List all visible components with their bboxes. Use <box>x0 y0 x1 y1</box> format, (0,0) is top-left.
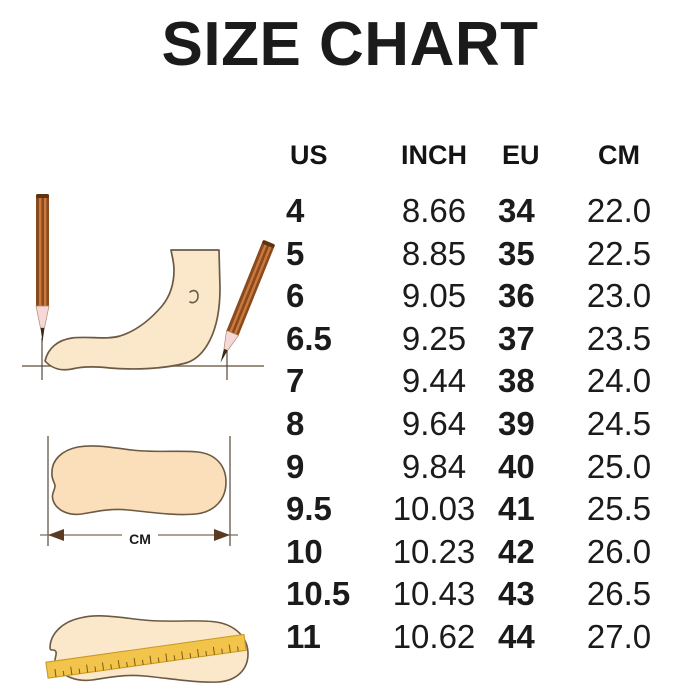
cell-inch: 9.64 <box>401 404 467 442</box>
table-row: 7 9.44 38 24.0 <box>286 364 666 407</box>
pencil-left-wood-cone <box>35 305 50 329</box>
cell-inch: 10.03 <box>392 490 476 528</box>
pencil-left-barrel <box>36 196 49 306</box>
column-header-eu: EU <box>502 140 540 170</box>
foot-side-profile-shape <box>44 249 221 371</box>
cell-eu: 36 <box>498 277 535 315</box>
table-body: 4 8.66 34 22.0 5 8.85 35 22.5 6 9.05 36 23.0 6.5 9.25… <box>286 194 666 663</box>
column-header-inch: INCH <box>401 140 467 170</box>
pencil-left-stripe-b <box>44 196 47 306</box>
cell-cm: 25.0 <box>586 447 652 485</box>
pencil-right-stripe-b <box>233 244 273 335</box>
footprint-measuring-tape-illustration <box>45 615 249 683</box>
cell-cm: 22.5 <box>586 234 652 272</box>
cell-inch: 9.84 <box>401 447 467 485</box>
cell-eu: 37 <box>498 319 535 357</box>
size-chart-table: US INCH EU CM 4 8.66 34 22.0 5 8.85 35 22.5 6 9.0… <box>286 142 666 663</box>
cell-us: 9.5 <box>286 490 332 528</box>
pencil-right-end-cap <box>262 240 275 248</box>
cm-dimension-label: CM <box>129 531 151 547</box>
table-row: 10 10.23 42 26.0 <box>286 535 666 578</box>
cell-eu: 38 <box>498 362 535 400</box>
column-header-cm: CM <box>598 140 640 170</box>
table-row: 4 8.66 34 22.0 <box>286 194 666 237</box>
cell-eu: 39 <box>498 404 535 442</box>
pencil-left-end-cap <box>36 194 49 198</box>
cm-arrow-right <box>214 529 230 541</box>
cell-inch: 9.44 <box>401 362 467 400</box>
cell-us: 10 <box>286 532 323 570</box>
cell-cm: 26.0 <box>586 532 652 570</box>
cell-inch: 8.85 <box>401 234 467 272</box>
cell-cm: 23.5 <box>586 319 652 357</box>
cell-us: 6.5 <box>286 319 332 357</box>
cell-cm: 24.5 <box>586 404 652 442</box>
cell-eu: 35 <box>498 234 535 272</box>
cell-inch: 9.25 <box>401 319 467 357</box>
page-title: SIZE CHART <box>161 10 539 79</box>
pencil-right-stripe-a <box>229 242 268 333</box>
cell-inch: 10.43 <box>392 575 476 613</box>
cell-us: 8 <box>286 404 305 442</box>
table-row: 6.5 9.25 37 23.5 <box>286 322 666 365</box>
column-header-us: US <box>290 140 328 170</box>
cell-cm: 24.0 <box>586 362 652 400</box>
table-row: 11 10.62 44 27.0 <box>286 620 666 663</box>
cell-us: 11 <box>286 617 321 655</box>
cell-eu: 40 <box>498 447 535 485</box>
table-row: 8 9.64 39 24.5 <box>286 407 666 450</box>
pencil-left <box>35 194 50 342</box>
cell-cm: 26.5 <box>586 575 652 613</box>
table-header-row: US INCH EU CM <box>286 142 666 194</box>
cell-us: 4 <box>286 192 305 229</box>
footprint-sole-shape <box>51 445 227 516</box>
cm-label-backdrop <box>122 525 158 545</box>
cell-eu: 41 <box>498 490 535 528</box>
cm-arrow-left <box>48 529 64 541</box>
cell-cm: 22.0 <box>586 192 652 229</box>
cell-eu: 42 <box>498 532 535 570</box>
pencil-left-stripe-a <box>39 196 42 306</box>
cell-eu: 43 <box>498 575 535 613</box>
cell-us: 10.5 <box>286 575 351 613</box>
pencil-left-graphite-tip <box>40 328 45 342</box>
table-row: 9.5 10.03 41 25.5 <box>286 492 666 535</box>
pencil-right-graphite-tip <box>220 348 228 363</box>
pencil-right-wood-cone <box>223 330 240 351</box>
cell-cm: 25.5 <box>586 490 652 528</box>
cell-eu: 44 <box>498 617 535 655</box>
cell-us: 9 <box>286 447 305 485</box>
cell-cm: 27.0 <box>586 617 652 655</box>
table-header: US INCH EU CM <box>286 142 666 194</box>
pencil-right <box>220 240 275 363</box>
cell-inch: 10.62 <box>392 617 476 655</box>
table-row: 9 9.84 40 25.0 <box>286 450 666 493</box>
footprint-dimension-illustration: CM <box>40 436 238 547</box>
tape-body <box>45 633 247 679</box>
cell-inch: 8.66 <box>401 192 467 229</box>
table-row: 6 9.05 36 23.0 <box>286 279 666 322</box>
cell-inch: 10.23 <box>392 532 476 570</box>
ankle-detail-mark <box>189 289 199 304</box>
cell-inch: 9.05 <box>401 277 467 315</box>
cell-us: 6 <box>286 277 305 315</box>
cell-us: 5 <box>286 234 305 272</box>
tape-tick-marks <box>54 644 239 678</box>
table-row: 10.5 10.43 43 26.5 <box>286 577 666 620</box>
measuring-tape <box>45 633 247 679</box>
cell-eu: 34 <box>498 192 535 229</box>
cell-us: 7 <box>286 362 305 400</box>
cell-cm: 23.0 <box>586 277 652 315</box>
table-row: 5 8.85 35 22.5 <box>286 237 666 280</box>
foot-side-view-with-pencils-illustration <box>22 194 275 380</box>
